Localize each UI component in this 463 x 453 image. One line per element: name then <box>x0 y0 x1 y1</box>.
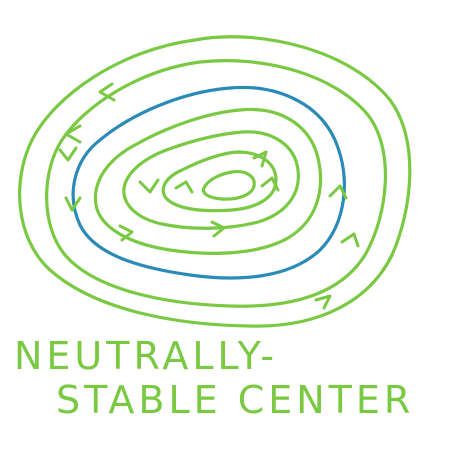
flow-arrow-icon <box>174 180 194 194</box>
fifth-orbit <box>122 130 300 230</box>
flow-arrow-icon <box>58 146 78 162</box>
outer-orbit <box>18 35 412 328</box>
flow-arrow-icon <box>260 176 280 192</box>
flow-arrow-icon <box>98 82 116 102</box>
caption-line-1: NEUTRALLY- <box>14 334 279 378</box>
flow-arrow-icon <box>138 178 160 194</box>
caption-line-2: STABLE CENTER <box>56 378 415 422</box>
highlighted-orbit <box>71 85 346 280</box>
flow-arrow-icon <box>252 150 268 168</box>
flow-arrow-icon <box>328 184 348 200</box>
second-orbit <box>45 59 388 308</box>
flow-arrow-icon <box>64 196 82 212</box>
flow-arrow-icon <box>340 232 360 248</box>
innermost-orbit <box>201 170 256 201</box>
flow-arrow-icon <box>118 224 134 242</box>
sixth-orbit <box>161 150 278 213</box>
flow-arrow-icon <box>64 124 82 144</box>
fourth-orbit <box>93 107 323 255</box>
flow-arrow-icon <box>314 294 332 310</box>
flow-arrow-icon <box>210 220 226 238</box>
